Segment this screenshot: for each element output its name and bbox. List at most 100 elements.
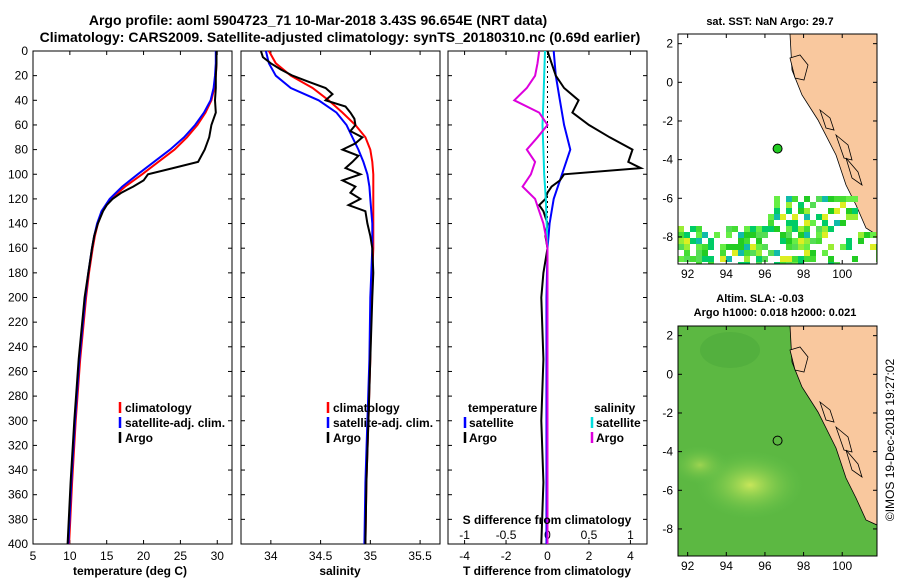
temperature-x-axis: 5 10 15 20 25 30 (30, 51, 224, 563)
salinity-panel: 34 34.5 35 35.5 salinity climatologysatelli… (240, 50, 441, 578)
lon-tick-label: 92 (681, 559, 695, 573)
s-diff-tick-label: -1 (459, 528, 470, 542)
sst-pixel (846, 208, 852, 214)
sst-pixel (816, 238, 822, 244)
lat-tick-label: 2 (666, 37, 673, 51)
series-line-argo (259, 51, 375, 544)
sst-pixel (750, 244, 756, 250)
sst-pixel (684, 256, 690, 262)
sst-pixel (810, 220, 816, 226)
sst-pixel (774, 202, 780, 208)
lat-tick-label: -4 (662, 445, 673, 459)
sst-pixel (696, 250, 702, 256)
credit-text: ©IMOS 19-Dec-2018 19:27:02 (883, 359, 897, 522)
sst-pixel (810, 250, 816, 256)
temperature-xlabel: temperature (deg C) (73, 564, 187, 578)
sst-pixel (816, 214, 822, 220)
sst-pixel (810, 256, 816, 262)
legend-title: temperature (468, 401, 538, 415)
sst-pixel (768, 214, 774, 220)
depth-tick-label: 180 (8, 266, 28, 280)
series-line-s-argo (512, 51, 549, 544)
x-tick-label: 4 (627, 549, 634, 563)
lon-tick-label: 94 (720, 559, 734, 573)
legend-label: Argo (596, 431, 624, 445)
depth-tick-label: 380 (8, 512, 28, 526)
sst-pixel (696, 262, 702, 264)
lon-tick-label: 98 (797, 559, 811, 573)
sst-map-title: sat. SST: NaN Argo: 29.7 (706, 16, 833, 28)
sst-pixel (816, 226, 822, 232)
s-diff-tick-label: -0.5 (496, 528, 517, 542)
sst-pixel (870, 244, 876, 250)
sst-pixel (726, 226, 732, 232)
legend-label: climatology (333, 401, 400, 415)
sst-pixel (762, 226, 768, 232)
legend-label: satellite (596, 416, 641, 430)
sst-pixel (786, 244, 792, 250)
sst-pixel (792, 214, 798, 220)
sst-pixel (756, 256, 762, 262)
sst-pixel (846, 196, 852, 202)
sst-pixel (786, 208, 792, 214)
island-land (835, 425, 853, 453)
sst-pixel (678, 256, 684, 262)
sst-pixel (756, 262, 762, 264)
sst-pixel (786, 226, 792, 232)
depth-tick-label: 340 (8, 463, 28, 477)
sst-pixel (726, 232, 732, 238)
salinity-axes (240, 50, 441, 545)
legend-label: Argo (125, 431, 153, 445)
sst-pixel (852, 214, 858, 220)
sst-pixel (696, 238, 702, 244)
sst-pixel (834, 208, 840, 214)
sst-pixel (750, 232, 756, 238)
sst-pixel (696, 244, 702, 250)
lat-tick-label: 0 (666, 75, 673, 89)
depth-tick-label: 80 (15, 143, 29, 157)
sst-pixel (798, 256, 804, 262)
sst-pixel (786, 196, 792, 202)
sst-pixel (810, 238, 816, 244)
difference-xlabel: T difference from climatology (463, 564, 631, 578)
sst-pixel (822, 196, 828, 202)
sst-pixel (852, 208, 858, 214)
lat-tick-label: -8 (662, 522, 673, 536)
sst-pixel (798, 244, 804, 250)
lat-tick-label: -2 (662, 406, 673, 420)
lat-tick-label: -6 (662, 483, 673, 497)
x-tick-label: 25 (174, 549, 188, 563)
series-line-climatology (268, 51, 375, 544)
s-diff-tick-label: 1 (627, 528, 634, 542)
sst-pixel (804, 232, 810, 238)
sst-pixel (762, 232, 768, 238)
sst-pixel (828, 208, 834, 214)
s-diff-tick-label: 0.5 (581, 528, 598, 542)
series-line-satellite-adj-clim- (264, 51, 374, 544)
sst-pixel (840, 202, 846, 208)
depth-tick-label: 0 (21, 44, 28, 58)
sst-pixel (870, 232, 876, 238)
x-tick-label: 0 (544, 549, 551, 563)
sst-pixel (786, 202, 792, 208)
sst-pixel (696, 226, 702, 232)
sst-pixel (834, 262, 840, 264)
sst-pixel (750, 226, 756, 232)
lon-tick-label: 96 (758, 267, 772, 281)
sst-pixel (804, 244, 810, 250)
sst-pixel (828, 244, 834, 250)
sst-pixel (804, 250, 810, 256)
sst-map-lon-axis: 92 94 96 98 100 (681, 34, 853, 281)
depth-tick-label: 20 (15, 69, 29, 83)
island-land (835, 133, 853, 161)
lon-tick-label: 94 (720, 267, 734, 281)
sst-pixel (744, 232, 750, 238)
depth-tick-label: 320 (8, 438, 28, 452)
sst-pixel (834, 220, 840, 226)
sst-pixel (816, 196, 822, 202)
x-tick-label: 5 (30, 549, 37, 563)
sla-map-lat-axis: 2 0 -2 -4 -6 -8 (662, 329, 877, 536)
sst-pixel (732, 244, 738, 250)
sst-pixel (858, 232, 864, 238)
